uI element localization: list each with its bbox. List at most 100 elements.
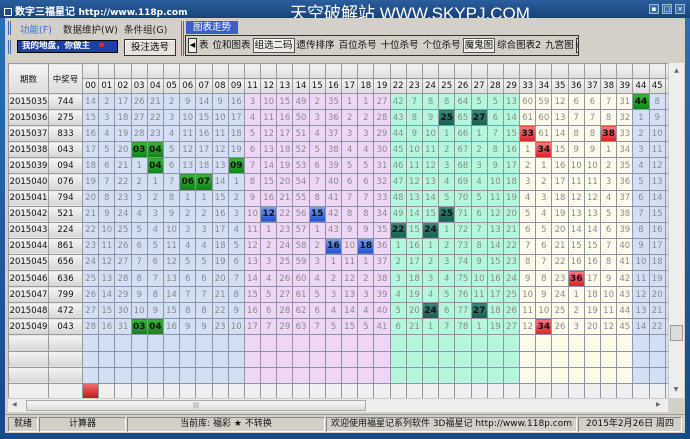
omission-cell: 39 [324, 157, 343, 175]
header-period[interactable]: 期数 [8, 63, 49, 94]
header-col-35[interactable]: 35 [551, 78, 569, 94]
menu-condition-group[interactable]: 条件组(G) [124, 25, 168, 36]
horizontal-scrollbar[interactable]: ◀ ||| ▶ [8, 398, 668, 412]
header-col-09[interactable]: 09 [227, 78, 245, 94]
header-col-03[interactable]: 03 [130, 78, 148, 94]
header-col-45[interactable]: 45 [648, 78, 666, 94]
header-col-00[interactable]: 00 [81, 78, 100, 94]
table-row[interactable]: 2015043 224 22 10 25 5 4 10 3 3 17 4 11 1 23 57 1 43 9 9 35 2… [8, 221, 668, 239]
menu-function[interactable]: 功能(F) [20, 25, 52, 36]
header-col-04[interactable]: 04 [146, 78, 164, 94]
header-col-13[interactable]: 13 [276, 78, 294, 94]
omission-cell: 10 [486, 173, 504, 191]
header-col-39[interactable]: 39 [616, 78, 634, 94]
table-row[interactable]: 2015041 794 20 8 23 3 2 8 1 1 15 2 9 16 21 55 8 41 7 7 33 48 1… [8, 189, 668, 207]
omission-cell: 13 [567, 205, 585, 223]
hit-cell: 22 [389, 221, 407, 239]
table-row[interactable]: 2015044 861 23 11 26 6 5 11 4 4 18 5 12 2 24 58 2 16 10 18 3… [8, 237, 668, 255]
tab-item[interactable]: 表 [199, 40, 209, 51]
header-col-12[interactable]: 12 [260, 78, 278, 94]
vertical-scrollbar[interactable]: ▲ ▼ [668, 63, 684, 398]
tab-item[interactable]: 组选二码 [252, 38, 295, 53]
header-col-27[interactable]: 27 [470, 78, 488, 94]
toolbar-grip[interactable] [8, 40, 11, 54]
header-col-28[interactable]: 28 [486, 78, 504, 94]
scroll-down-icon[interactable]: ▼ [673, 386, 679, 393]
menu-data-maintenance[interactable]: 数据维护(W) [63, 25, 118, 36]
table-row[interactable]: 2015035 744 14 2 17 26 21 2 9 14 9 16 3 10 15 49 2 35 1 1 27… [8, 92, 668, 111]
bet-select-button[interactable]: 投注选号 [124, 39, 176, 56]
header-col-17[interactable]: 17 [340, 78, 359, 94]
tab-item[interactable]: 百位杀号 [338, 40, 377, 51]
close-button[interactable]: × [675, 4, 685, 14]
header-col-11[interactable]: 11 [243, 78, 262, 94]
scroll-up-icon[interactable]: ▲ [674, 67, 679, 74]
scroll-right-icon[interactable]: ▶ [656, 401, 661, 408]
header-col-14[interactable]: 14 [292, 78, 310, 94]
header-col-18[interactable]: 18 [357, 78, 375, 94]
chart-trend-tab[interactable]: 图表走势 [186, 21, 238, 34]
minimize-button[interactable]: ▪ [649, 4, 659, 14]
tab-item[interactable]: 位和图表 [212, 40, 251, 51]
header-col-07[interactable]: 07 [195, 78, 213, 94]
calculator-button[interactable]: 计算器 [39, 417, 126, 432]
header-col-19[interactable]: 19 [373, 78, 391, 94]
header-group-cell [438, 63, 456, 79]
header-col-29[interactable]: 29 [502, 78, 521, 94]
header-col-06[interactable]: 06 [179, 78, 197, 94]
table-row[interactable]: 2015046 636 25 13 28 8 7 13 6 6 20 7 14 4 26 60 4 2 12 2 38 3… [8, 270, 668, 288]
header-col-01[interactable]: 01 [98, 78, 116, 94]
maximize-button[interactable]: □ [662, 4, 672, 14]
status-library: 当前库: 福彩 ★ 不转换 [127, 417, 325, 432]
tab-item[interactable]: 遗传排序 [296, 40, 335, 51]
tab-scroll-left-icon[interactable]: ◀ [188, 38, 197, 53]
omission-cell: 4 [308, 125, 326, 143]
header-col-38[interactable]: 38 [599, 78, 618, 94]
header-col-02[interactable]: 02 [114, 78, 132, 94]
empty-cell [405, 382, 423, 398]
horizontal-scroll-thumb[interactable]: ||| [26, 400, 366, 411]
tab-item[interactable]: 九宫图 [545, 40, 574, 51]
omission-cell: 8 [98, 189, 116, 207]
omission-cell: 22 [276, 205, 294, 223]
table-row[interactable]: 2015045 656 24 12 27 7 6 12 5 5 19 6 13 3 25 59 3 1 11 1 37 2… [8, 253, 668, 272]
table-row[interactable]: 2015036 275 15 3 18 27 22 3 10 15 10 17 4 11 16 50 3 36 2 2… [8, 109, 668, 127]
header-col-34[interactable]: 34 [535, 78, 553, 94]
table-row[interactable]: 2015039 094 18 6 21 1 04 6 13 18 13 09 7 14 19 53 6 39 5 5 3… [8, 157, 668, 175]
tab-item[interactable]: 综合图表2 [497, 40, 542, 51]
tab-item[interactable]: 个位杀号 [422, 40, 461, 51]
omission-cell: 12 [632, 286, 650, 304]
vertical-scroll-thumb[interactable] [670, 325, 683, 341]
omission-cell: 13 [486, 221, 504, 239]
header-col-33[interactable]: 33 [519, 78, 537, 94]
scroll-left-icon[interactable]: ◀ [12, 401, 17, 408]
table-row[interactable]: 2015040 076 19 7 22 2 1 7 06 07 14 1 8 15 20 54 7 40 6 6 32 4… [8, 173, 668, 191]
empty-cell [373, 350, 391, 368]
toolbar-grip[interactable] [181, 21, 184, 56]
header-col-22[interactable]: 22 [389, 78, 407, 94]
header-col-24[interactable]: 24 [421, 78, 440, 94]
header-col-44[interactable]: 44 [632, 78, 650, 94]
table-row[interactable]: 2015038 043 17 5 20 03 04 5 12 17 12 19 6 13 18 52 5 38 4 4… [8, 141, 668, 159]
toolbar-grip[interactable] [8, 21, 11, 35]
header-col-26[interactable]: 26 [454, 78, 472, 94]
table-row[interactable]: 2015047 799 26 14 29 9 8 14 7 7 21 8 15 5 27 61 5 3 13 3 39 4… [8, 286, 668, 304]
header-col-15[interactable]: 15 [308, 78, 326, 94]
header-col-37[interactable]: 37 [583, 78, 602, 94]
tab-item[interactable]: 十位杀号 [380, 40, 419, 51]
header-col-05[interactable]: 05 [162, 78, 181, 94]
header-col-16[interactable]: 16 [324, 78, 343, 94]
empty-cell [260, 382, 278, 398]
table-row[interactable]: 2015048 472 27 15 30 10 9 15 8 8 22 9 16 6 28 62 6 4 14 4 40… [8, 302, 668, 320]
header-number[interactable]: 中奖号 [48, 63, 83, 94]
tab-scroll-right-icon[interactable]: ▶ [575, 38, 578, 53]
table-row[interactable]: 2015037 833 16 4 19 28 23 4 11 16 11 18 5 12 17 51 4 37 3 3… [8, 125, 668, 143]
empty-cell [324, 366, 343, 384]
tab-item[interactable]: 魔鬼图 [462, 38, 496, 53]
header-col-08[interactable]: 08 [211, 78, 229, 94]
table-row[interactable]: 2015042 521 21 9 24 4 3 9 2 2 16 3 10 12 22 56 15 42 8 8 34 4… [8, 205, 668, 223]
header-col-36[interactable]: 36 [567, 78, 585, 94]
table-row[interactable]: 2015049 043 28 16 31 03 04 16 9 9 23 10 17 7 29 63 7 5 15 5… [8, 318, 668, 336]
header-col-23[interactable]: 23 [405, 78, 423, 94]
header-col-25[interactable]: 25 [438, 78, 456, 94]
